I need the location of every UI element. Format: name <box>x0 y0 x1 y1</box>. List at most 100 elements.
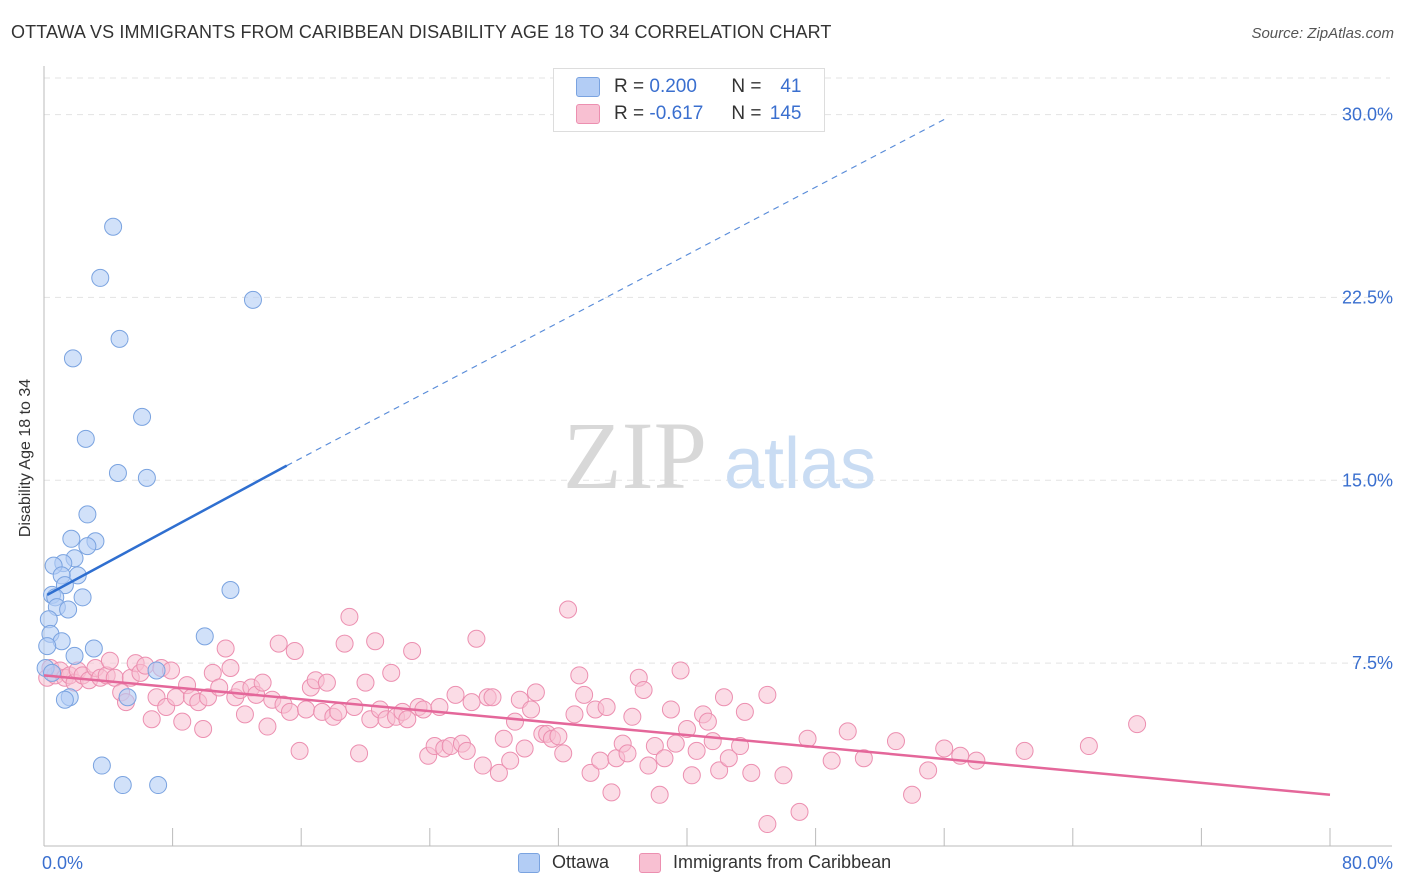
caribbean-point <box>678 719 696 738</box>
ottawa-point <box>84 639 103 658</box>
ottawa-point <box>38 637 57 656</box>
ottawa-point <box>137 468 156 487</box>
caribbean-point <box>597 698 616 717</box>
chart-title: OTTAWA VS IMMIGRANTS FROM CARIBBEAN DISA… <box>11 22 832 42</box>
caribbean-point <box>565 705 584 724</box>
caribbean-point <box>838 722 857 741</box>
caribbean-point <box>1128 715 1147 734</box>
caribbean-point <box>403 641 422 660</box>
caribbean-point <box>742 763 761 782</box>
caribbean-point <box>462 693 481 712</box>
caribbean-trend-line <box>43 674 1331 797</box>
caribbean-point <box>719 749 738 768</box>
caribbean-point <box>790 802 809 821</box>
caribbean-point <box>398 710 417 729</box>
caribbean-point <box>329 702 348 721</box>
caribbean-point <box>494 729 513 748</box>
ottawa-point <box>149 776 168 795</box>
caribbean-point <box>194 719 213 738</box>
y-tick-label: 22.5% <box>1342 287 1393 307</box>
caribbean-point <box>591 751 610 770</box>
ottawa-point <box>55 690 74 709</box>
caribbean-point <box>698 712 717 731</box>
ottawa-point <box>133 407 152 426</box>
caribbean-point <box>473 756 492 775</box>
legend-n-value: 41 <box>780 76 802 97</box>
caribbean-point <box>581 763 600 782</box>
legend-n-label: N = <box>731 103 762 124</box>
caribbean-point <box>735 702 754 721</box>
caribbean-point <box>666 734 685 753</box>
caribbean-point <box>554 744 573 763</box>
caribbean-point <box>854 749 873 768</box>
bottom-legend-ottawa: Ottawa <box>518 852 609 873</box>
x-tick-label: 80.0% <box>1342 853 1393 873</box>
caribbean-point <box>687 741 706 760</box>
ottawa-point <box>113 776 132 795</box>
ottawa-point <box>78 505 97 524</box>
watermark-atlas: atlas <box>724 424 876 504</box>
caribbean-point <box>216 639 235 658</box>
watermark: ZIP atlas <box>563 402 876 509</box>
caribbean-point <box>703 732 722 751</box>
ottawa-point <box>65 646 84 665</box>
caribbean-point <box>886 732 905 751</box>
caribbean-point <box>731 737 750 756</box>
ottawa-point <box>92 756 111 775</box>
caribbean-point <box>661 700 680 719</box>
ottawa-trend-line <box>46 464 288 596</box>
caribbean-point <box>235 705 254 724</box>
caribbean-point <box>919 761 938 780</box>
caribbean-point <box>350 744 369 763</box>
caribbean-point <box>269 634 288 653</box>
caribbean-point <box>650 785 669 804</box>
caribbean-point <box>682 766 701 785</box>
legend-n-label: N = <box>731 76 762 97</box>
bottom-legend: Ottawa Immigrants from Caribbean <box>518 852 921 873</box>
caribbean-point <box>340 607 359 626</box>
ottawa-swatch <box>576 77 600 97</box>
bottom-legend-ottawa-label: Ottawa <box>552 852 610 872</box>
caribbean-point <box>758 685 777 704</box>
caribbean-point <box>457 741 476 760</box>
ottawa-point <box>108 463 127 482</box>
legend: R = 0.200 N = 41 R = -0.617 N = 145 <box>553 68 825 132</box>
caribbean-point <box>714 688 733 707</box>
caribbean-point <box>522 700 541 719</box>
caribbean-point <box>710 761 729 780</box>
legend-row-caribbean: R = -0.617 N = 145 <box>576 102 802 126</box>
ottawa-point <box>147 661 166 680</box>
caribbean-point <box>575 685 594 704</box>
legend-r-label: R = <box>614 76 645 97</box>
caribbean-point <box>221 659 240 678</box>
source-label: Source: ZipAtlas.com <box>1251 25 1394 42</box>
caribbean-swatch <box>639 852 662 873</box>
caribbean-point <box>335 634 354 653</box>
ottawa-point <box>76 429 95 448</box>
watermark-zip: ZIP <box>563 402 707 509</box>
caribbean-point <box>285 641 304 660</box>
caribbean-point <box>645 737 664 756</box>
legend-r-value: 0.200 <box>649 76 697 97</box>
caribbean-point <box>100 651 119 670</box>
caribbean-point <box>526 683 545 702</box>
ottawa-point <box>59 600 78 619</box>
grid-lines <box>44 77 1390 664</box>
ottawa-point <box>43 663 62 682</box>
caribbean-point <box>774 766 793 785</box>
ottawa-trend-dashed <box>286 118 945 467</box>
caribbean-point <box>142 710 161 729</box>
tick-labels: 7.5% 15.0% 22.5% 30.0% 0.0% 80.0% <box>42 105 1393 873</box>
caribbean-point <box>1015 741 1034 760</box>
ottawa-swatch <box>518 852 540 873</box>
caribbean-point <box>618 744 637 763</box>
caribbean-point <box>280 702 299 721</box>
caribbean-point <box>623 707 642 726</box>
caribbean-point <box>489 763 508 782</box>
caribbean-point <box>634 680 653 699</box>
ottawa-point <box>110 329 129 348</box>
caribbean-point <box>1079 737 1098 756</box>
caribbean-point <box>382 663 401 682</box>
legend-r-label: R = <box>614 103 645 124</box>
